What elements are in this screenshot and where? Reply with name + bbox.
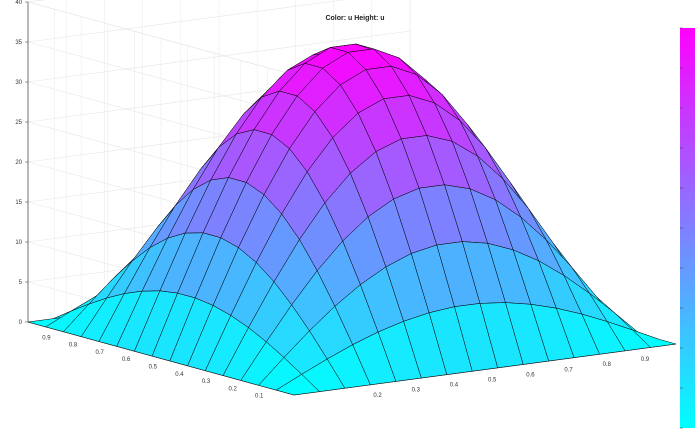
z-tick-label: 35 (15, 40, 22, 46)
colorbar-ticks (680, 27, 683, 429)
chart-title: Color: u Height: u (325, 15, 384, 22)
z-tick-label: 40 (15, 0, 22, 6)
x-tick-label: 0.7 (564, 367, 573, 373)
x-tick-label: 0.8 (603, 362, 612, 368)
y-tick-label: 0.2 (228, 386, 237, 392)
z-tick-label: 15 (15, 200, 22, 206)
y-tick-label: 0.1 (255, 394, 264, 400)
z-tick-label: 0 (19, 320, 23, 326)
x-tick-label: 0.6 (526, 372, 535, 378)
z-tick-label: 25 (15, 120, 22, 126)
x-tick-label: 0.3 (412, 388, 421, 394)
y-tick-label: 0.6 (122, 357, 131, 363)
z-tick-label: 5 (19, 280, 23, 286)
x-tick-label: 0.2 (373, 393, 382, 399)
colorbar-gradient (680, 28, 695, 428)
y-tick-label: 0.7 (95, 350, 104, 356)
y-tick-label: 0.8 (69, 343, 78, 349)
z-tick-label: 30 (15, 80, 22, 86)
y-tick-label: 0.9 (42, 335, 51, 341)
z-tick-label: 20 (15, 160, 22, 166)
wall-z-grid-line (27, 1, 295, 76)
axis-ticks: 0 5 10 15 20 25 30 35 40 0.2 0.3 0.4 0.5 0.6 0.7 0.8 0.9… (15, 0, 649, 400)
y-tick-label: 0.4 (175, 372, 184, 378)
colorbar (680, 27, 695, 429)
wall-z-grid-line (27, 41, 295, 116)
y-tick-label: 0.5 (149, 365, 158, 371)
z-tick-label: 10 (15, 240, 22, 246)
wall-z-grid-line (27, 30, 411, 83)
x-tick-label: 0.5 (488, 378, 497, 384)
surface-patch (632, 329, 677, 348)
y-tick-label: 0.3 (202, 379, 211, 385)
wall-z-grid-line (27, 0, 345, 43)
surface-mesh (27, 43, 677, 396)
x-tick-label: 0.4 (450, 383, 459, 389)
x-tick-label: 0.9 (641, 357, 650, 363)
